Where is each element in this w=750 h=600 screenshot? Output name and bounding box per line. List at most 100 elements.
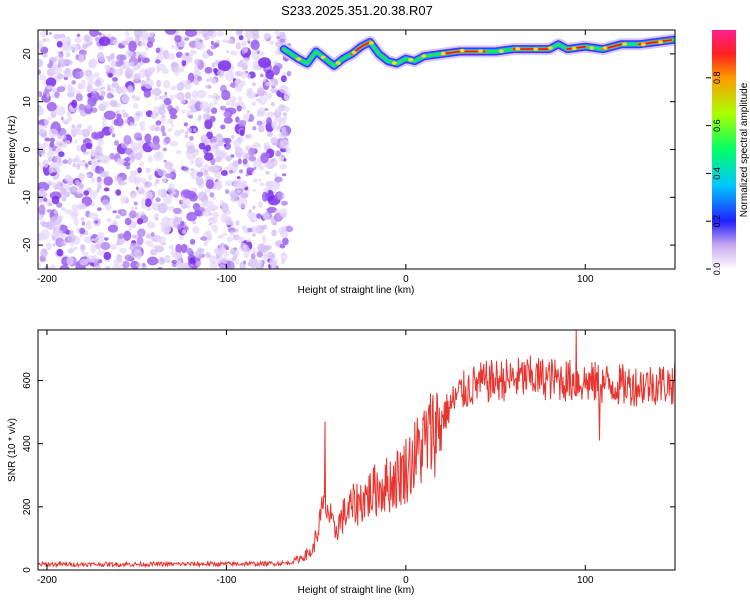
noise-blob [88,212,99,220]
noise-blob [176,224,182,230]
noise-blob [67,233,76,243]
noise-blob [133,152,143,160]
noise-blob [62,159,69,164]
colorbar-ticks: 0.0 0.2 0.4 0.6 0.8 [706,72,722,275]
noise-blob [74,139,78,144]
noise-blob [279,38,285,43]
noise-blob [206,30,214,37]
noise-blob [219,264,226,269]
noise-blob [246,167,255,173]
noise-blob [48,32,52,35]
noise-blob [118,66,124,72]
noise-blob [58,53,64,59]
noise-blob [46,93,50,98]
noise-blob [271,230,277,237]
noise-blob [242,158,248,165]
noise-blob [38,124,44,131]
noise-blob [205,144,211,152]
noise-blob [258,178,262,182]
noise-blob [176,82,185,91]
noise-blob [145,168,151,173]
noise-blob [54,106,66,116]
noise-blob [51,182,57,189]
noise-blob [85,104,91,109]
noise-blob [149,142,155,147]
tone-track-peak [421,54,427,58]
noise-blob [152,88,162,96]
noise-blob [155,178,160,184]
noise-blob [257,143,261,149]
noise-blob [142,262,146,267]
noise-blob [171,249,177,257]
noise-blob [163,195,173,205]
noise-blob [235,145,241,152]
noise-blob [114,87,124,94]
noise-blob [282,112,288,116]
noise-blob [135,112,141,116]
noise-blob [71,204,80,211]
noise-blob [119,60,125,66]
noise-blob [40,30,48,38]
noise-blob [115,117,124,127]
noise-blob [143,32,149,39]
noise-blob [75,93,83,102]
colorbar-tick-label: 0.6 [712,119,722,132]
noise-blob [164,136,171,144]
noise-blob [84,166,89,171]
snr-x-tick-label: -100 [216,575,236,586]
noise-blob [86,255,95,263]
noise-blob [124,181,128,185]
tone-track-peak [478,49,483,53]
noise-blob [38,262,42,268]
noise-blob [219,105,227,111]
noise-blob [224,70,235,82]
noise-blob [184,91,192,100]
noise-blob [81,251,89,257]
noise-blob [215,94,220,101]
noise-blob [86,84,93,93]
noise-blob [278,85,289,94]
noise-blob [49,216,57,223]
noise-blob [252,189,257,192]
noise-blob [257,201,263,208]
noise-blob [52,235,56,241]
noise-blob [166,164,173,172]
noise-blob [202,210,211,217]
noise-blob [95,165,100,171]
noise-blob [70,242,74,247]
noise-blob [56,41,63,48]
noise-blob [61,196,67,202]
noise-blob [274,30,281,36]
noise-blob [280,75,287,83]
noise-blob [230,101,236,108]
noise-blob [247,227,253,233]
noise-blob [66,51,71,57]
noise-blob [61,240,67,247]
noise-blob [128,175,138,184]
noise-blob [176,262,186,269]
noise-blob [131,221,137,229]
tone-track-peak [533,47,539,51]
noise-blob [180,243,188,254]
noise-blob [87,93,92,98]
snr-y-tick-label: 200 [22,498,33,515]
noise-blob [271,158,278,165]
noise-blob [54,91,60,99]
noise-blob [61,116,64,121]
noise-blob [78,70,85,78]
noise-blob [116,241,120,246]
snr-y-tick-label: 400 [22,435,33,452]
noise-blob [167,127,173,132]
noise-blob [245,134,251,138]
noise-blob [210,40,215,46]
noise-blob [276,193,284,201]
noise-blob [125,31,130,37]
noise-blob [281,252,285,256]
noise-blob [136,186,139,191]
colorbar-tick-label: 0.8 [712,72,722,85]
noise-blob [239,261,246,269]
noise-blob [278,227,285,234]
noise-blob [160,116,166,124]
noise-blob [194,58,201,66]
